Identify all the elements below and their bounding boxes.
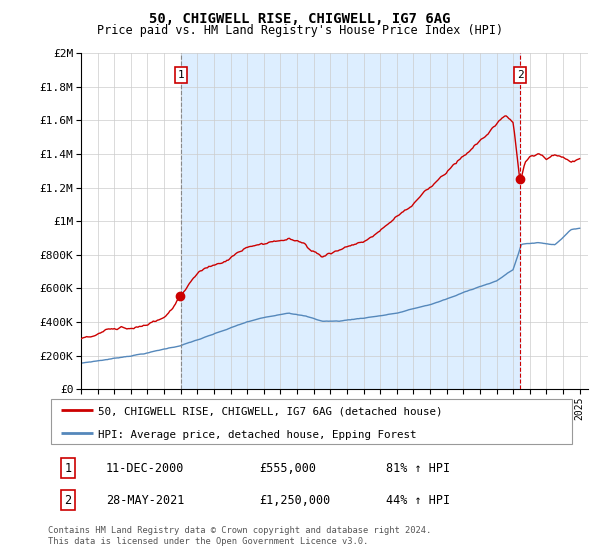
Text: 44% ↑ HPI: 44% ↑ HPI (386, 494, 450, 507)
Text: £1,250,000: £1,250,000 (259, 494, 331, 507)
Text: £555,000: £555,000 (259, 461, 316, 474)
Bar (181, 53, 520, 389)
FancyBboxPatch shape (50, 399, 572, 444)
Text: HPI: Average price, detached house, Epping Forest: HPI: Average price, detached house, Eppi… (98, 430, 416, 440)
Text: 50, CHIGWELL RISE, CHIGWELL, IG7 6AG: 50, CHIGWELL RISE, CHIGWELL, IG7 6AG (149, 12, 451, 26)
Text: 28-MAY-2021: 28-MAY-2021 (106, 494, 184, 507)
Text: 1: 1 (65, 461, 71, 474)
Text: 2: 2 (517, 70, 524, 80)
Text: 2: 2 (65, 494, 71, 507)
Text: 11-DEC-2000: 11-DEC-2000 (106, 461, 184, 474)
Text: 1: 1 (178, 70, 184, 80)
Text: 81% ↑ HPI: 81% ↑ HPI (386, 461, 450, 474)
Text: 50, CHIGWELL RISE, CHIGWELL, IG7 6AG (detached house): 50, CHIGWELL RISE, CHIGWELL, IG7 6AG (de… (98, 407, 443, 417)
Text: Contains HM Land Registry data © Crown copyright and database right 2024.
This d: Contains HM Land Registry data © Crown c… (48, 526, 431, 546)
Text: Price paid vs. HM Land Registry's House Price Index (HPI): Price paid vs. HM Land Registry's House … (97, 24, 503, 37)
